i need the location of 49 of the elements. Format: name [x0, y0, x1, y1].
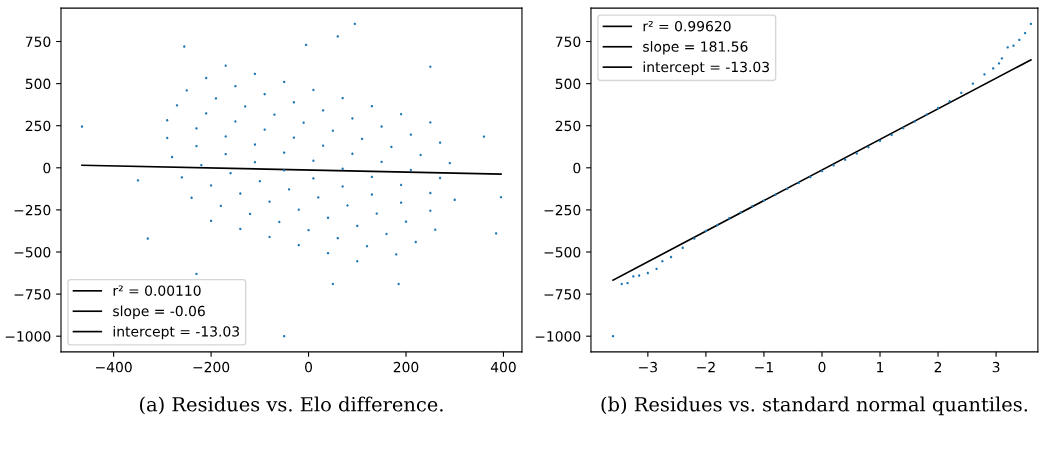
x-tick-label: −400: [96, 361, 132, 373]
y-tick-label: 0: [43, 162, 51, 174]
point: [867, 146, 870, 149]
y-tick-label: −250: [544, 204, 581, 216]
point: [991, 67, 995, 70]
point: [762, 199, 766, 202]
point: [637, 274, 641, 277]
point: [632, 275, 635, 278]
point: [971, 82, 975, 85]
x-tick-label: −2: [697, 361, 715, 373]
x-tick-label: −200: [193, 361, 230, 373]
y-tick-label: −500: [14, 246, 51, 258]
legend-label: intercept = -13.03: [643, 61, 769, 75]
x-tick-label: 0: [818, 361, 826, 373]
text: (a) Residues vs. Elo difference.: [140, 396, 443, 415]
y-tick-label: −500: [544, 246, 581, 258]
x-tick-label: 1: [877, 362, 884, 373]
legend-label: slope = -0.06: [113, 305, 205, 319]
y-tick-label: −750: [544, 289, 581, 300]
y-tick-label: 250: [555, 120, 581, 132]
y-tick-label: −250: [14, 204, 51, 216]
x-tick-label: 200: [393, 361, 419, 373]
point: [948, 100, 951, 103]
point: [983, 73, 986, 76]
y-tick-label: 750: [25, 36, 51, 47]
y-tick-label: 500: [25, 78, 51, 90]
point: [661, 260, 664, 263]
text: (b) Residues vs. standard normal quantiles.: [601, 396, 1028, 416]
x-tick-label: 400: [490, 361, 516, 373]
legend-label: slope = 181.56: [643, 41, 748, 55]
x-tick-label: −1: [755, 362, 773, 373]
legend-label: intercept = -13.03: [113, 325, 240, 340]
x-tick-label: −3: [639, 361, 657, 373]
y-tick-label: −750: [14, 289, 51, 300]
point: [655, 267, 658, 271]
point: [890, 133, 893, 137]
legend-label: r² = 0.99620: [643, 20, 731, 32]
x-tick-label: 2: [934, 361, 942, 373]
x-tick-label: 3: [992, 361, 1000, 373]
y-tick-label: 500: [555, 78, 581, 90]
y-tick-label: −1000: [5, 331, 51, 342]
point: [626, 281, 629, 285]
y-tick-label: 0: [573, 162, 581, 174]
y-tick-label: 250: [25, 120, 51, 132]
legend-label: r² = 0.00110: [113, 285, 201, 296]
y-tick-label: 750: [555, 36, 581, 47]
point: [716, 223, 719, 227]
x-tick-label: 0: [305, 361, 313, 373]
y-tick-label: −1000: [535, 331, 581, 342]
